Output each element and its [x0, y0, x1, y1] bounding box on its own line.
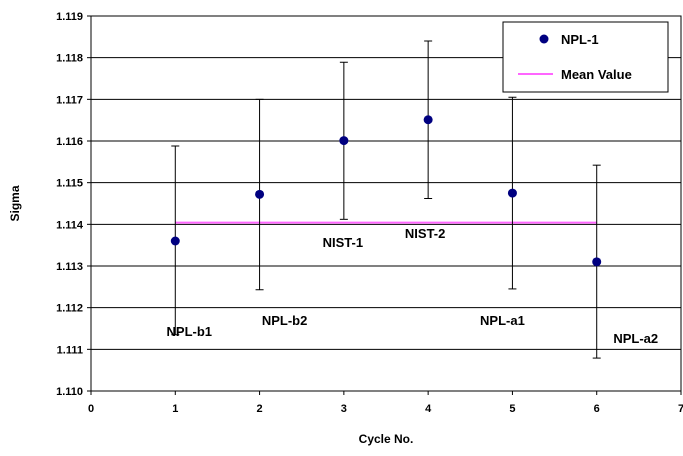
series-layer [170, 40, 602, 359]
legend: NPL-1 Mean Value [502, 21, 669, 93]
legend-marker-npl-1 [539, 34, 549, 44]
point-label: NPL-a1 [480, 313, 525, 328]
data-point [423, 115, 433, 125]
point-label: NPL-b2 [262, 313, 308, 328]
x-axis-label: Cycle No. [359, 432, 414, 446]
x-tick-label: 3 [341, 403, 347, 415]
y-tick-label: 1.111 [57, 344, 83, 356]
legend-label-npl-1: NPL-1 [561, 32, 599, 47]
y-tick-label: 1.110 [56, 386, 83, 398]
point-label: NPL-a2 [613, 331, 658, 346]
data-point [507, 188, 517, 198]
data-point [170, 236, 180, 246]
y-axis-label: Sigma [8, 185, 22, 221]
legend-label-mean-value: Mean Value [561, 67, 632, 82]
plot-area-frame [90, 15, 682, 392]
x-tick-label: 6 [594, 403, 600, 415]
legend-box [502, 21, 669, 93]
y-tick-label: 1.119 [56, 11, 83, 23]
data-point [255, 189, 265, 199]
x-tick-label: 4 [425, 403, 432, 415]
point-label: NIST-1 [323, 235, 363, 250]
data-point [339, 136, 349, 146]
x-tick-label: 5 [509, 403, 515, 415]
y-tick-label: 1.117 [56, 94, 83, 106]
point-labels: NPL-b1 NPL-b2 NIST-1 NIST-2 NPL-a1 NPL-a2 [167, 226, 659, 346]
y-tick-label: 1.116 [56, 136, 83, 148]
x-tick-label: 0 [88, 403, 94, 415]
x-tick-label: 1 [172, 403, 178, 415]
x-tick-label: 2 [257, 403, 263, 415]
axes: 1.110 1.111 1.112 1.113 1.114 1.115 1.116 1.117… [56, 11, 683, 415]
x-tick-label: 7 [678, 403, 683, 415]
y-tick-label: 1.114 [56, 219, 84, 231]
point-label: NIST-2 [405, 226, 445, 241]
y-tick-label: 1.113 [56, 261, 83, 273]
point-label: NPL-b1 [167, 324, 213, 339]
y-tick-label: 1.115 [56, 178, 83, 190]
y-tick-label: 1.118 [56, 53, 83, 65]
y-tick-label: 1.112 [56, 303, 83, 315]
data-point [592, 257, 602, 267]
